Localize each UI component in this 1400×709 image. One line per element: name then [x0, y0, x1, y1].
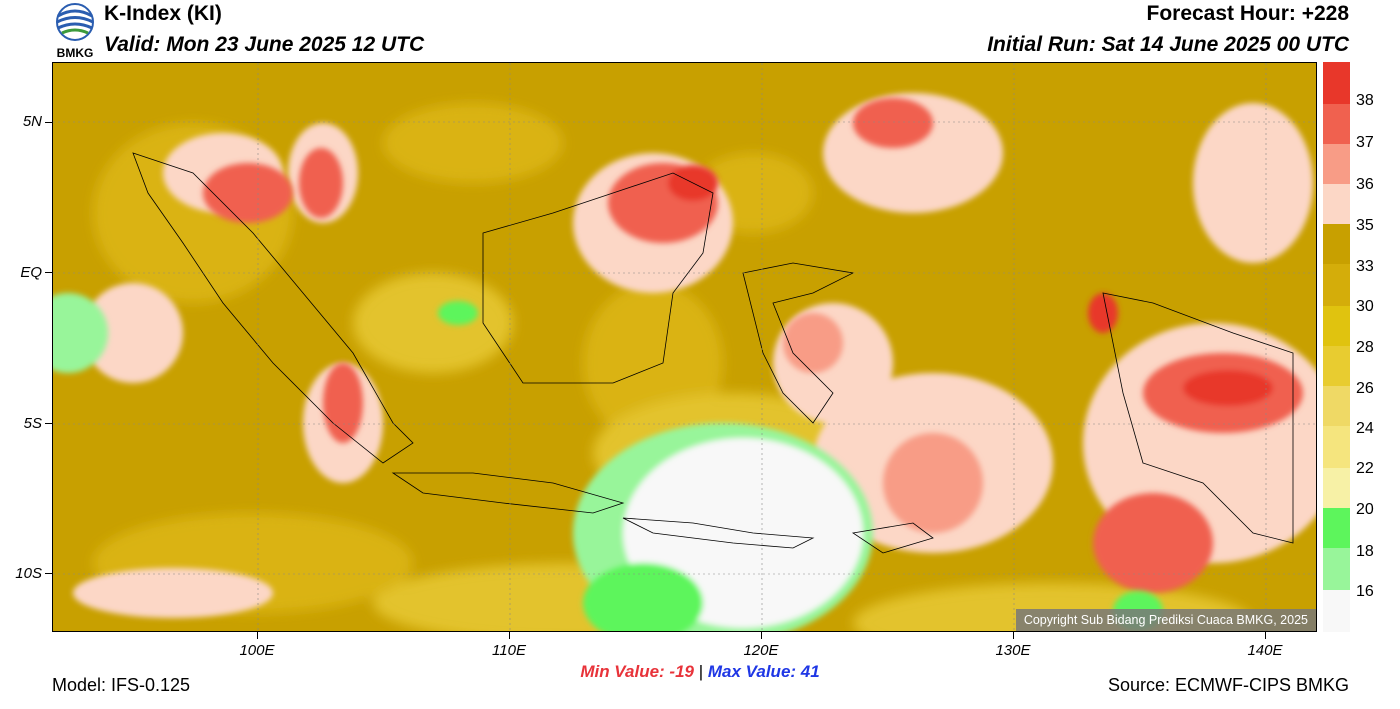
- colorbar-swatch: [1323, 590, 1350, 632]
- lon-tick: [509, 632, 510, 639]
- lat-tick: [45, 573, 52, 574]
- map-title: K-Index (KI): [104, 2, 222, 25]
- map-field-svg: [53, 63, 1316, 631]
- colorbar-label: 28: [1356, 339, 1374, 356]
- colorbar-swatch: [1323, 104, 1350, 144]
- colorbar-label: 16: [1356, 583, 1374, 600]
- lon-label-130e: 130E: [995, 642, 1031, 659]
- colorbar-label: 38: [1356, 92, 1374, 109]
- colorbar-swatch: [1323, 346, 1350, 386]
- svg-text:BMKG: BMKG: [57, 46, 94, 60]
- lon-label-110e: 110E: [492, 642, 526, 659]
- lat-tick: [45, 122, 52, 123]
- colorbar-swatch: [1323, 508, 1350, 548]
- lat-tick: [45, 272, 52, 273]
- lat-label-eq: EQ: [20, 264, 42, 281]
- colorbar-label: 36: [1356, 176, 1374, 193]
- colorbar-swatch: [1323, 386, 1350, 426]
- colorbar: [1323, 62, 1350, 632]
- source-label: Source: ECMWF-CIPS BMKG: [1107, 675, 1349, 695]
- min-value: Min Value: -19: [580, 662, 694, 681]
- min-max-values: Min Value: -19 | Max Value: 41: [0, 662, 1400, 682]
- lon-tick: [1265, 632, 1266, 639]
- valid-time: Valid: Mon 23 June 2025 12 UTC: [104, 33, 425, 56]
- colorbar-label: 24: [1356, 420, 1374, 437]
- min-max-separator: |: [698, 662, 704, 681]
- lon-tick: [257, 632, 258, 639]
- colorbar-swatch: [1323, 548, 1350, 590]
- colorbar-swatch: [1323, 184, 1350, 224]
- lat-label-5s: 5S: [23, 415, 42, 432]
- forecast-hour: Forecast Hour: +228: [1146, 2, 1350, 25]
- lat-tick: [45, 423, 52, 424]
- colorbar-swatch: [1323, 306, 1350, 346]
- colorbar-label: 26: [1356, 380, 1374, 397]
- bmkg-logo: BMKG: [52, 2, 98, 60]
- lon-label-120e: 120E: [743, 642, 779, 659]
- colorbar-swatch: [1323, 468, 1350, 508]
- lon-label-140e: 140E: [1247, 642, 1283, 659]
- initial-run: Initial Run: Sat 14 June 2025 00 UTC: [987, 33, 1349, 56]
- copyright-notice: Copyright Sub Bidang Prediksi Cuaca BMKG…: [1015, 609, 1316, 631]
- lon-tick: [1013, 632, 1014, 639]
- ki-forecast-map: Copyright Sub Bidang Prediksi Cuaca BMKG…: [52, 62, 1317, 632]
- colorbar-swatch: [1323, 426, 1350, 468]
- colorbar-label: 35: [1356, 217, 1374, 234]
- model-label: Model: IFS-0.125: [52, 675, 191, 695]
- colorbar-label: 22: [1356, 460, 1374, 477]
- lon-label-100e: 100E: [239, 642, 275, 659]
- lat-label-10s: 10S: [15, 565, 42, 582]
- colorbar-swatch: [1323, 264, 1350, 306]
- colorbar-swatch: [1323, 62, 1350, 104]
- colorbar-label: 20: [1356, 501, 1374, 518]
- lon-tick: [761, 632, 762, 639]
- colorbar-label: 18: [1356, 543, 1374, 560]
- colorbar-label: 33: [1356, 258, 1374, 275]
- lat-label-5n: 5N: [22, 113, 42, 130]
- colorbar-swatch: [1323, 224, 1350, 264]
- colorbar-label: 37: [1356, 134, 1374, 151]
- max-value: Max Value: 41: [707, 662, 820, 681]
- colorbar-swatch: [1323, 144, 1350, 184]
- colorbar-label: 30: [1356, 298, 1374, 315]
